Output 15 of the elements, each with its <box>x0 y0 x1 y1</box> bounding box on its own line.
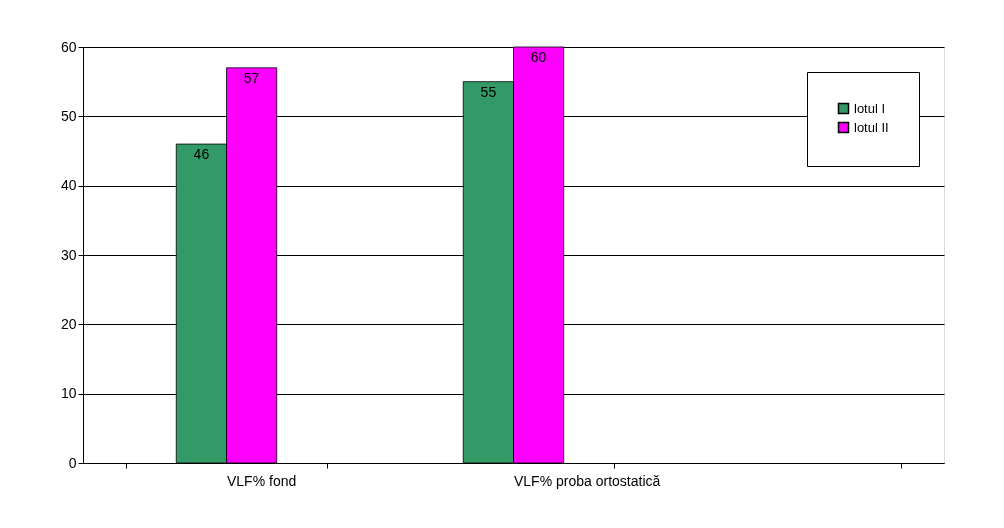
x-tick-label: VLF% fond <box>227 472 297 489</box>
y-tick-label: 60 <box>60 38 77 55</box>
y-tick-label: 0 <box>68 454 77 471</box>
data-label: 55 <box>480 83 497 100</box>
legend-label: lotul II <box>854 119 889 135</box>
data-label: 57 <box>243 69 260 86</box>
y-tick-label: 50 <box>60 107 77 124</box>
y-tick-label: 10 <box>60 385 77 402</box>
legend-label: lotul I <box>854 100 886 116</box>
data-label: 60 <box>530 49 547 65</box>
y-tick-label: 20 <box>60 315 77 332</box>
data-label: 46 <box>193 146 210 163</box>
y-tick-label: 40 <box>60 177 77 194</box>
x-tick-label: VLF% proba ortostatică <box>514 472 661 489</box>
y-tick-label: 30 <box>60 246 77 263</box>
